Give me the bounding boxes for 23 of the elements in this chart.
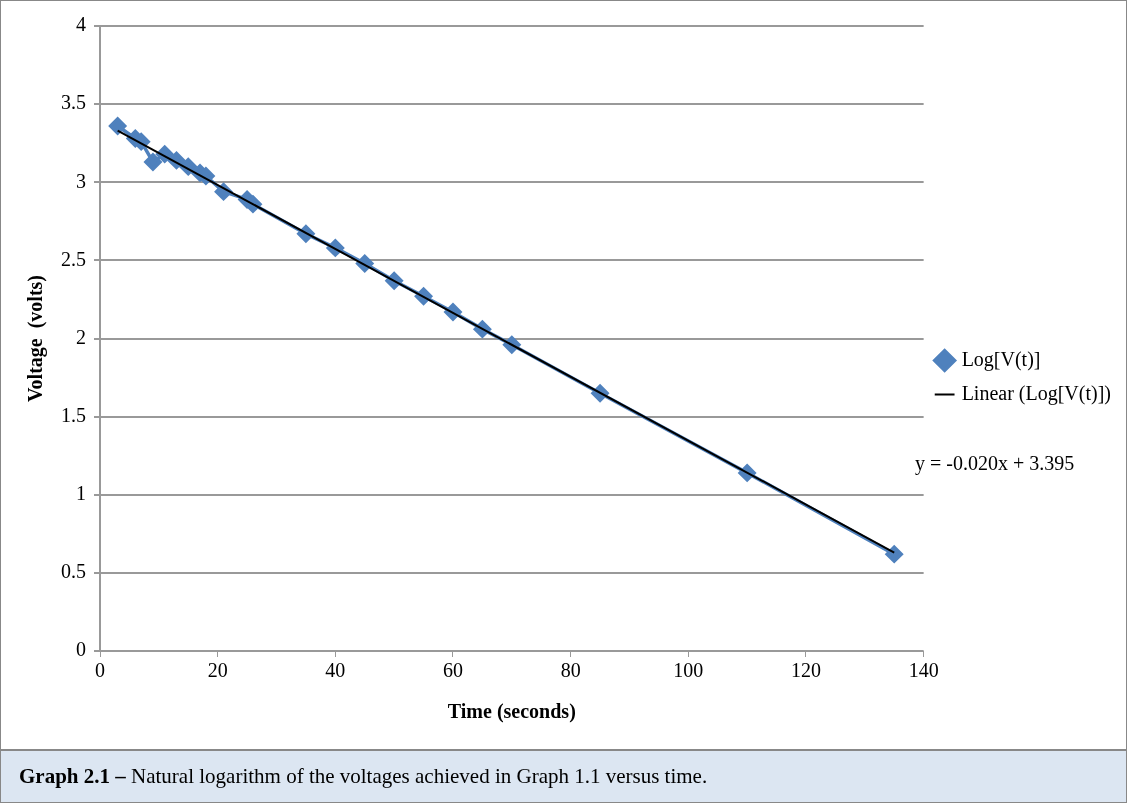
x-tick-label: 100 <box>673 659 704 682</box>
x-tick-label: 60 <box>442 659 463 682</box>
y-tick-label: 4 <box>76 13 86 36</box>
y-tick-label: 3.5 <box>61 91 86 114</box>
y-axis-title: Voltage (volts) <box>24 274 48 403</box>
y-tick-label: 3 <box>76 169 86 192</box>
y-tick-label: 1 <box>76 482 86 504</box>
x-tick-label: 20 <box>207 659 228 682</box>
y-tick-label: 2.5 <box>61 247 86 270</box>
x-tick-label: 80 <box>560 659 581 682</box>
y-tick-label: 0 <box>76 638 86 661</box>
x-tick-label: 40 <box>325 659 346 682</box>
x-tick-label: 120 <box>790 659 821 682</box>
annotation: y = -0.020x + 3.395 <box>915 452 1075 475</box>
y-tick-label: 0.5 <box>61 560 86 583</box>
x-axis-title: Time (seconds) <box>447 700 576 724</box>
legend-label: Log[V(t)] <box>961 347 1041 371</box>
y-tick-label: 1.5 <box>61 403 86 426</box>
caption: Graph 2.1 – Natural logarithm of the voltages achieved in Graph 1.1 versus time. <box>0 750 1127 803</box>
legend-label: Linear (Log[V(t)]) <box>961 381 1112 405</box>
x-tick-label: 0 <box>95 659 105 682</box>
x-tick-label: 140 <box>908 659 939 682</box>
y-tick-label: 2 <box>76 325 86 348</box>
